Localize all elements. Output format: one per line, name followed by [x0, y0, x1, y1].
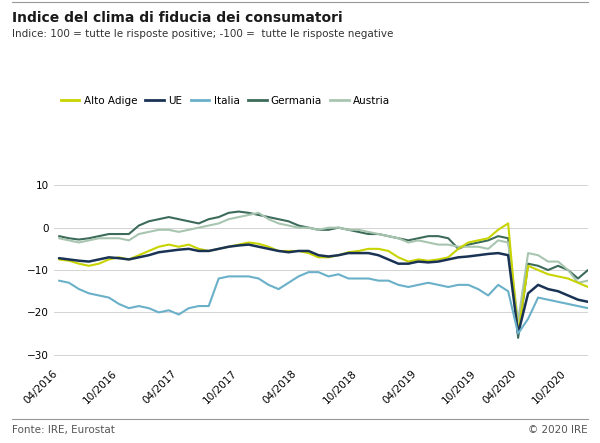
- Line: UE: UE: [59, 245, 588, 334]
- Italia: [305, 269, 312, 275]
- Text: Indice del clima di fiducia dei consumatori: Indice del clima di fiducia dei consumat…: [12, 11, 343, 25]
- UE: [265, 246, 272, 252]
- UE: [584, 299, 592, 304]
- Italia: [355, 276, 362, 281]
- Germania: [235, 209, 242, 214]
- Germania: [375, 231, 382, 237]
- Text: Indice: 100 = tutte le risposte positive; -100 =  tutte le risposte negative: Indice: 100 = tutte le risposte positive…: [12, 29, 394, 39]
- Austria: [515, 318, 522, 323]
- Italia: [375, 278, 382, 283]
- UE: [515, 331, 522, 336]
- Austria: [145, 229, 152, 234]
- Germania: [145, 219, 152, 224]
- Austria: [265, 217, 272, 222]
- Germania: [385, 233, 392, 239]
- Alto Adige: [365, 246, 372, 252]
- UE: [385, 257, 392, 262]
- Germania: [515, 335, 522, 341]
- Italia: [425, 280, 432, 285]
- Alto Adige: [345, 249, 352, 255]
- Germania: [584, 268, 592, 273]
- Italia: [515, 331, 522, 336]
- Italia: [255, 276, 262, 281]
- Austria: [385, 233, 392, 239]
- Alto Adige: [584, 284, 592, 290]
- Italia: [385, 278, 392, 283]
- Alto Adige: [55, 257, 62, 262]
- Line: Alto Adige: Alto Adige: [59, 223, 588, 334]
- Alto Adige: [505, 221, 512, 226]
- Legend: Alto Adige, UE, Italia, Germania, Austria: Alto Adige, UE, Italia, Germania, Austri…: [56, 92, 395, 110]
- Alto Adige: [375, 246, 382, 252]
- UE: [355, 250, 362, 256]
- Text: © 2020 IRE: © 2020 IRE: [529, 425, 588, 435]
- Italia: [55, 278, 62, 283]
- Germania: [55, 233, 62, 239]
- UE: [425, 260, 432, 265]
- Alto Adige: [515, 331, 522, 336]
- Germania: [425, 233, 432, 239]
- Austria: [355, 227, 362, 233]
- Line: Austria: Austria: [59, 213, 588, 321]
- UE: [145, 253, 152, 258]
- UE: [55, 256, 62, 261]
- Austria: [584, 278, 592, 283]
- Austria: [255, 210, 262, 215]
- UE: [245, 242, 252, 247]
- Austria: [425, 240, 432, 245]
- UE: [375, 253, 382, 258]
- Italia: [145, 306, 152, 311]
- Text: Fonte: IRE, Eurostat: Fonte: IRE, Eurostat: [12, 425, 115, 435]
- Alto Adige: [145, 249, 152, 254]
- Austria: [375, 231, 382, 237]
- Austria: [55, 236, 62, 241]
- Germania: [355, 229, 362, 234]
- Alto Adige: [415, 257, 422, 262]
- Alto Adige: [255, 241, 262, 246]
- Italia: [584, 306, 592, 311]
- Germania: [265, 214, 272, 220]
- Line: Germania: Germania: [59, 212, 588, 338]
- Line: Italia: Italia: [59, 272, 588, 334]
